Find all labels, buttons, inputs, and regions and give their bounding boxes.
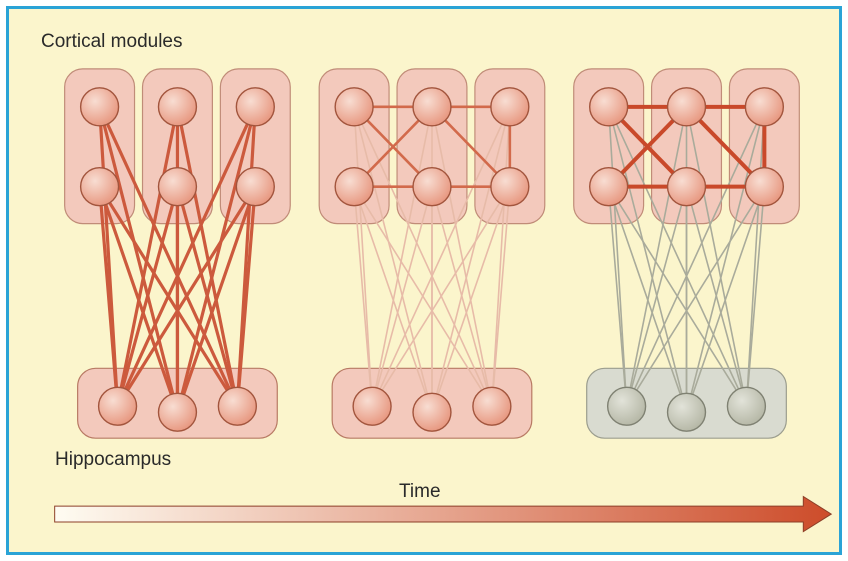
cortical-node <box>335 88 373 126</box>
label-hippocampus: Hippocampus <box>55 449 171 471</box>
panel-1 <box>319 69 545 438</box>
cortical-node <box>590 168 628 206</box>
cortical-node <box>158 88 196 126</box>
figure-canvas: Cortical modules Hippocampus Time <box>6 6 842 555</box>
hippocampus-node <box>353 387 391 425</box>
panel-0 <box>65 69 291 438</box>
label-time: Time <box>399 481 441 503</box>
cortical-node <box>668 168 706 206</box>
time-arrow <box>55 497 832 532</box>
cortical-node <box>81 88 119 126</box>
hippocampus-node <box>99 387 137 425</box>
label-cortical: Cortical modules <box>41 31 183 53</box>
cortical-node <box>236 168 274 206</box>
cortical-node <box>745 168 783 206</box>
hippocampus-node <box>158 393 196 431</box>
cortical-node <box>81 168 119 206</box>
hippocampus-node <box>727 387 765 425</box>
cortical-node <box>335 168 373 206</box>
cortical-node <box>590 88 628 126</box>
cortical-node <box>413 88 451 126</box>
hippocampus-node <box>218 387 256 425</box>
cortical-node <box>413 168 451 206</box>
figure-frame: Cortical modules Hippocampus Time <box>0 0 848 561</box>
cortical-node <box>236 88 274 126</box>
hippocampus-node <box>608 387 646 425</box>
hippocampus-node <box>668 393 706 431</box>
panel-2 <box>574 69 800 438</box>
hippocampus-node <box>473 387 511 425</box>
cortical-node <box>745 88 783 126</box>
cortical-node <box>491 88 529 126</box>
cortical-node <box>158 168 196 206</box>
cortical-node <box>491 168 529 206</box>
cortical-node <box>668 88 706 126</box>
hippocampus-node <box>413 393 451 431</box>
